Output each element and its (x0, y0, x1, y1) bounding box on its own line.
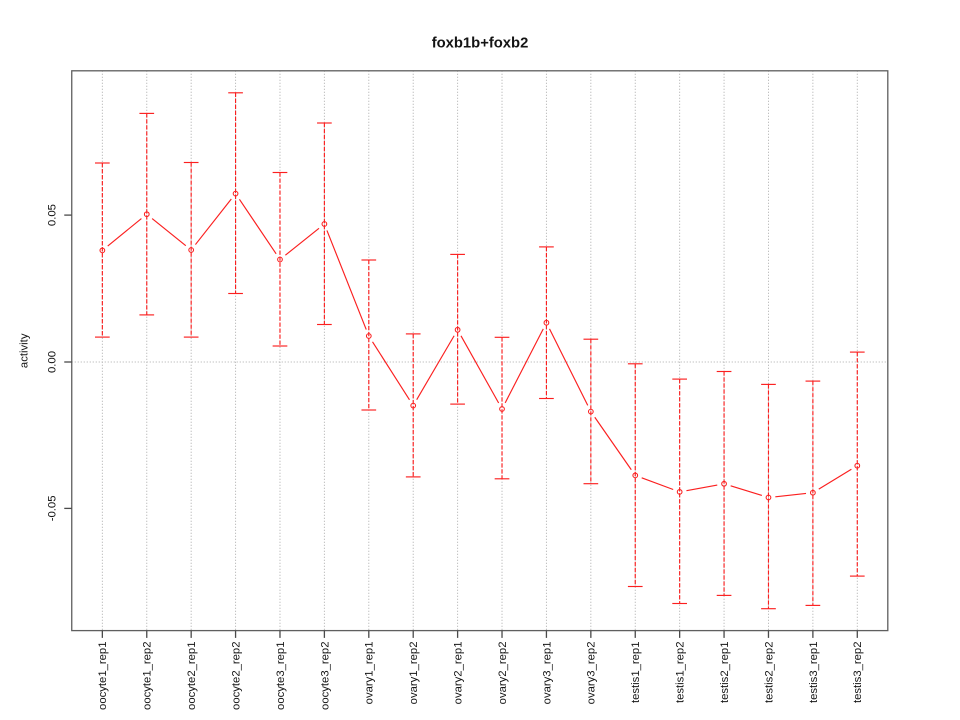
svg-text:oocyte3_rep1: oocyte3_rep1 (275, 642, 287, 710)
svg-text:ovary3_rep2: ovary3_rep2 (586, 642, 598, 705)
svg-text:oocyte1_rep1: oocyte1_rep1 (97, 642, 109, 710)
svg-text:testis3_rep2: testis3_rep2 (852, 642, 864, 704)
svg-text:oocyte3_rep2: oocyte3_rep2 (319, 642, 331, 710)
svg-text:foxb1b+foxb2: foxb1b+foxb2 (432, 36, 529, 52)
svg-text:ovary2_rep2: ovary2_rep2 (497, 642, 509, 705)
svg-text:ovary1_rep2: ovary1_rep2 (408, 642, 420, 705)
svg-text:ovary2_rep1: ovary2_rep1 (453, 642, 465, 705)
svg-text:testis1_rep2: testis1_rep2 (675, 642, 687, 704)
svg-text:testis1_rep1: testis1_rep1 (630, 642, 642, 704)
svg-text:testis2_rep2: testis2_rep2 (763, 642, 775, 704)
svg-text:testis2_rep1: testis2_rep1 (719, 642, 731, 704)
svg-text:oocyte1_rep2: oocyte1_rep2 (142, 642, 154, 710)
svg-text:ovary1_rep1: ovary1_rep1 (364, 642, 376, 705)
svg-text:oocyte2_rep1: oocyte2_rep1 (186, 642, 198, 710)
svg-text:ovary3_rep1: ovary3_rep1 (541, 642, 553, 705)
svg-text:activity: activity (19, 333, 31, 368)
svg-text:0.05: 0.05 (46, 204, 58, 226)
svg-text:oocyte2_rep2: oocyte2_rep2 (231, 642, 243, 710)
svg-text:-0.05: -0.05 (46, 496, 58, 522)
svg-text:testis3_rep1: testis3_rep1 (808, 642, 820, 704)
svg-text:0.00: 0.00 (46, 351, 58, 373)
